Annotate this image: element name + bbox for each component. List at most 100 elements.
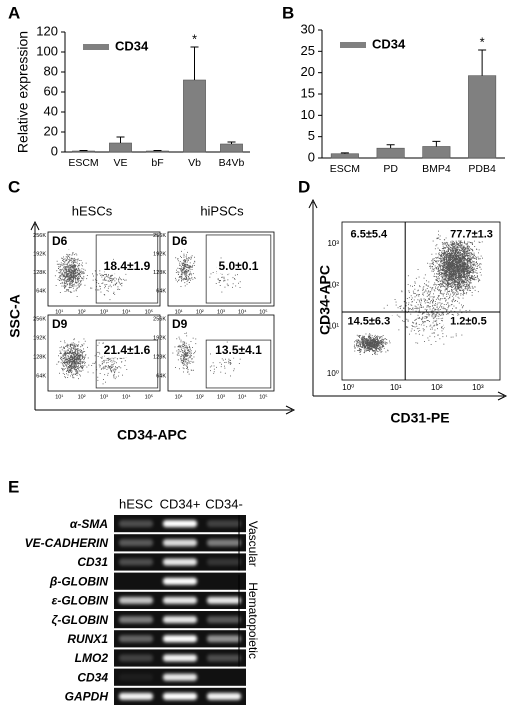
- dot: [441, 256, 443, 257]
- dot: [440, 268, 441, 270]
- dot: [468, 249, 470, 251]
- dot: [446, 251, 448, 253]
- dot: [69, 370, 70, 371]
- dot: [108, 280, 109, 282]
- dot: [436, 273, 438, 274]
- dot: [80, 260, 82, 261]
- dot: [70, 258, 72, 260]
- dot: [63, 347, 65, 349]
- dot: [456, 268, 458, 270]
- dot: [62, 363, 63, 365]
- dot: [432, 263, 434, 265]
- dot: [472, 256, 474, 258]
- dot: [70, 274, 71, 276]
- dot: [465, 276, 467, 277]
- dot: [466, 271, 468, 273]
- dot: [455, 257, 457, 259]
- dot: [228, 358, 230, 360]
- dot: [475, 265, 476, 267]
- dot: [446, 270, 448, 271]
- dot: [461, 271, 463, 273]
- dot: [78, 357, 80, 359]
- dot: [189, 346, 190, 347]
- dot: [61, 359, 63, 361]
- dot: [77, 344, 78, 346]
- dot: [110, 369, 112, 371]
- dot: [473, 261, 475, 263]
- dot: [126, 369, 128, 370]
- dot: [452, 256, 454, 257]
- dot: [448, 251, 449, 252]
- y-tick-label: 15: [301, 85, 315, 100]
- dot: [442, 247, 444, 249]
- dot: [187, 279, 189, 280]
- dot: [446, 258, 448, 259]
- dot: [441, 283, 443, 285]
- dot: [463, 269, 465, 271]
- dot: [82, 351, 84, 353]
- dot: [445, 268, 446, 270]
- dot: [449, 267, 451, 269]
- dot: [469, 242, 471, 243]
- dot: [67, 352, 69, 354]
- dot: [62, 274, 64, 276]
- dot: [73, 366, 75, 368]
- dot: [62, 357, 64, 359]
- dot: [73, 358, 75, 359]
- dot: [453, 243, 455, 245]
- dot: [459, 280, 460, 282]
- dot: [446, 275, 447, 277]
- dot: [195, 338, 197, 340]
- dot: [184, 265, 186, 267]
- dot: [451, 256, 453, 257]
- dot: [444, 269, 446, 270]
- dot: [473, 279, 475, 281]
- x-tick-label: Vb: [188, 157, 201, 169]
- dot: [472, 254, 473, 255]
- dot: [463, 245, 465, 247]
- dot: [441, 273, 442, 274]
- dot: [107, 362, 109, 363]
- dot: [454, 274, 456, 276]
- dot: [77, 284, 79, 286]
- dot: [437, 260, 439, 261]
- dot: [455, 266, 457, 267]
- dot: [177, 352, 179, 354]
- dot: [456, 243, 458, 245]
- dot: [468, 252, 470, 254]
- dot: [442, 280, 444, 282]
- dot: [77, 363, 79, 364]
- dot: [454, 261, 456, 263]
- dot: [97, 351, 99, 353]
- dot: [449, 276, 451, 278]
- x-tick-label: 10¹: [55, 309, 63, 315]
- dot: [75, 358, 77, 360]
- dot: [441, 253, 443, 255]
- dot: [445, 270, 446, 272]
- dot: [452, 280, 453, 281]
- dot: [69, 256, 71, 258]
- dot: [462, 282, 464, 284]
- dot: [444, 273, 446, 275]
- dot: [436, 238, 438, 240]
- dot: [193, 361, 195, 363]
- dot: [125, 273, 127, 275]
- dot: [440, 261, 442, 263]
- dot: [450, 278, 452, 280]
- dot: [111, 370, 113, 372]
- dot: [112, 365, 114, 367]
- y-tick-label: 10: [301, 107, 315, 122]
- dot: [438, 271, 440, 272]
- dot: [455, 261, 457, 263]
- dot: [219, 280, 220, 282]
- bar: [183, 79, 206, 153]
- dot: [442, 281, 443, 283]
- x-tick-label: PDB4: [468, 163, 496, 175]
- dot: [98, 364, 100, 366]
- dot: [190, 278, 192, 280]
- dot: [435, 261, 436, 262]
- dot: [472, 269, 474, 271]
- dot: [434, 260, 435, 261]
- dot: [459, 284, 461, 286]
- dot: [467, 267, 469, 269]
